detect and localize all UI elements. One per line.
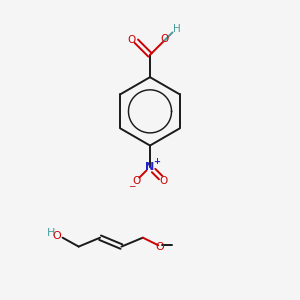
Text: O: O bbox=[52, 232, 61, 242]
Text: H: H bbox=[46, 228, 55, 238]
Text: −: − bbox=[128, 181, 135, 190]
Text: +: + bbox=[153, 157, 160, 166]
Text: N: N bbox=[146, 162, 154, 172]
Text: O: O bbox=[160, 34, 168, 44]
Text: O: O bbox=[160, 176, 168, 186]
Text: H: H bbox=[173, 24, 181, 34]
Text: O: O bbox=[133, 176, 141, 186]
Text: O: O bbox=[128, 35, 136, 45]
Text: O: O bbox=[155, 242, 164, 252]
